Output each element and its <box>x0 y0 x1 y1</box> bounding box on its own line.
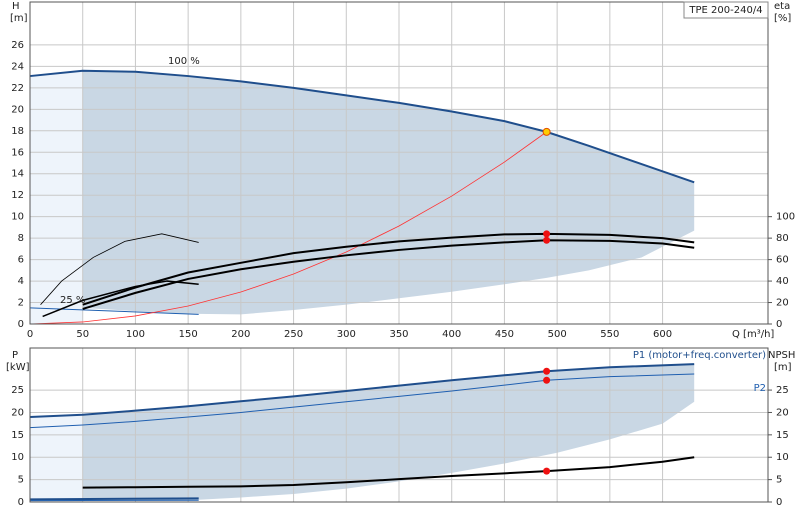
y2-tick-label: 0 <box>776 497 782 508</box>
y-axis-label: P <box>12 350 18 361</box>
series-label: P1 (motor+freq.converter) <box>633 350 766 361</box>
y2-tick-label: 20 <box>776 298 789 309</box>
y-axis-label: H <box>12 1 20 12</box>
y-tick-label: 10 <box>11 212 24 223</box>
y2-axis-unit: [m] <box>774 362 792 373</box>
x-tick-label: 300 <box>337 329 356 340</box>
operating-range <box>30 415 83 502</box>
y-tick-label: 6 <box>18 255 24 266</box>
y-tick-label: 24 <box>11 61 24 72</box>
duty-point <box>543 468 550 475</box>
y-axis-unit: [m] <box>10 13 28 24</box>
operating-range <box>30 71 83 324</box>
y-tick-label: 22 <box>11 83 24 94</box>
x-tick-label: 150 <box>179 329 198 340</box>
y2-axis-label: eta <box>774 1 790 12</box>
x-tick-label: 250 <box>284 329 303 340</box>
y-tick-label: 16 <box>11 147 24 158</box>
y2-tick-label: 100 <box>776 212 795 223</box>
y-tick-label: 18 <box>11 126 24 137</box>
y-tick-label: 25 <box>11 385 24 396</box>
y2-tick-label: 40 <box>776 276 789 287</box>
y-tick-label: 15 <box>11 430 24 441</box>
y-tick-label: 2 <box>18 298 24 309</box>
x-tick-label: 600 <box>653 329 672 340</box>
y2-tick-label: 60 <box>776 255 789 266</box>
annotation: 100 % <box>168 56 200 67</box>
y2-tick-label: 20 <box>776 407 789 418</box>
y-tick-label: 12 <box>11 190 24 201</box>
curve <box>30 498 199 499</box>
x-tick-label: 550 <box>600 329 619 340</box>
y-tick-label: 20 <box>11 407 24 418</box>
annotation: 25 % <box>60 295 85 306</box>
x-tick-label: 400 <box>442 329 461 340</box>
y-tick-label: 14 <box>11 169 24 180</box>
y-tick-label: 4 <box>18 276 24 287</box>
x-tick-label: 100 <box>126 329 145 340</box>
duty-point <box>543 230 550 237</box>
duty-point <box>543 368 550 375</box>
y-tick-label: 20 <box>11 104 24 115</box>
y2-tick-label: 5 <box>776 475 782 486</box>
series-label: P2 <box>754 383 766 394</box>
x-tick-label: 200 <box>231 329 250 340</box>
y-axis-unit: [kW] <box>6 362 30 373</box>
y2-tick-label: 10 <box>776 452 789 463</box>
x-tick-label: 350 <box>389 329 408 340</box>
duty-point <box>543 377 550 384</box>
y2-tick-label: 15 <box>776 430 789 441</box>
y-tick-label: 26 <box>11 40 24 51</box>
x-axis-label: Q [m³/h] <box>732 329 774 340</box>
x-tick-label: 50 <box>76 329 89 340</box>
chart-title: TPE 200-240/4 <box>688 5 762 16</box>
y2-tick-label: 25 <box>776 385 789 396</box>
x-tick-label: 500 <box>548 329 567 340</box>
x-tick-label: 450 <box>495 329 514 340</box>
y2-axis-unit: [%] <box>774 13 791 24</box>
duty-point <box>543 128 550 135</box>
y2-tick-label: 0 <box>776 319 782 330</box>
y-tick-label: 0 <box>18 319 24 330</box>
y-tick-label: 10 <box>11 452 24 463</box>
y2-tick-label: 80 <box>776 233 789 244</box>
y-tick-label: 5 <box>18 475 24 486</box>
x-tick-label: 0 <box>27 329 33 340</box>
y-tick-label: 0 <box>18 497 24 508</box>
y2-axis-label: NPSH <box>768 350 795 361</box>
y-tick-label: 8 <box>18 233 24 244</box>
duty-point <box>543 237 550 244</box>
